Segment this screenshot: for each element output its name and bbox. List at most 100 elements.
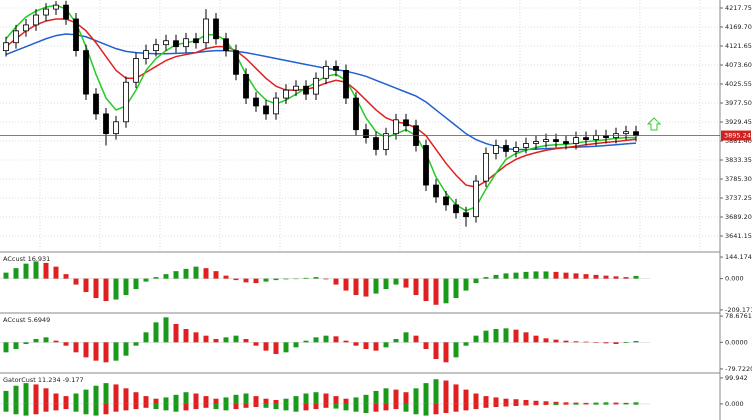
y-tick-label: 3977.50	[725, 99, 752, 107]
candle-body	[273, 97, 279, 115]
histogram-bar	[293, 396, 299, 404]
histogram-bar	[183, 392, 189, 404]
y-tick-label: 4025.55	[725, 80, 752, 88]
histogram-bar	[293, 403, 299, 412]
histogram-bar	[443, 380, 449, 404]
histogram-bar	[273, 400, 279, 404]
histogram-bar	[513, 272, 519, 279]
y-tick-label: 0.000	[725, 400, 744, 408]
histogram-bar	[393, 339, 399, 343]
candle-body	[213, 18, 219, 40]
histogram-bar	[203, 335, 209, 343]
histogram-bar	[93, 278, 99, 299]
histogram-bar	[423, 383, 429, 404]
histogram-bar	[623, 342, 629, 343]
histogram-bar	[603, 342, 609, 344]
histogram-bar	[333, 403, 339, 409]
candle-body	[593, 135, 599, 140]
histogram-bar	[233, 403, 239, 410]
candle-body	[83, 50, 89, 95]
candle-body	[473, 180, 479, 218]
histogram-bar	[523, 403, 529, 406]
histogram-bar	[23, 263, 29, 279]
y-tick-label: 3833.35	[725, 156, 752, 164]
histogram-bar	[43, 262, 49, 279]
histogram-bar	[633, 402, 639, 404]
histogram-bar	[193, 266, 199, 279]
histogram-bar	[343, 403, 349, 411]
y-tick-label: 3641.15	[725, 232, 752, 240]
histogram-bar	[563, 402, 569, 404]
histogram-bar	[303, 393, 309, 404]
y-tick-label: -79.7220	[725, 365, 752, 373]
histogram-bar	[523, 271, 529, 279]
candle-body	[363, 129, 369, 139]
histogram-bar	[333, 336, 339, 343]
histogram-bar	[353, 342, 359, 346]
histogram-bar	[443, 342, 449, 363]
histogram-bar	[193, 393, 199, 404]
histogram-bar	[143, 403, 149, 408]
candle-body	[293, 85, 299, 91]
candle-body	[503, 145, 509, 152]
y-tick-label: 3785.30	[725, 175, 752, 183]
histogram-bar	[253, 342, 259, 346]
candle-body	[123, 81, 129, 123]
histogram-bar	[223, 397, 229, 404]
histogram-bar	[573, 402, 579, 404]
candle-body	[3, 42, 9, 52]
candle-body	[313, 77, 319, 95]
histogram-bar	[603, 403, 609, 405]
histogram-bar	[213, 271, 219, 279]
histogram-bar	[303, 340, 309, 343]
candle-body	[623, 131, 629, 135]
histogram-bar	[113, 403, 119, 412]
moving-average	[5, 18, 637, 188]
histogram-bar	[403, 278, 409, 288]
histogram-bar	[543, 271, 549, 279]
y-tick-label: 99.942	[725, 374, 748, 382]
histogram-bar	[343, 398, 349, 404]
histogram-bar	[343, 278, 349, 291]
histogram-bar	[133, 278, 139, 290]
candle-body	[103, 113, 109, 135]
histogram-bar	[143, 278, 149, 282]
histogram-bar	[483, 277, 489, 279]
histogram-bar	[33, 261, 39, 279]
y-tick-label: 144.174	[725, 253, 752, 261]
candle-body	[263, 105, 269, 115]
histogram-bar	[183, 403, 189, 411]
histogram-bar	[393, 389, 399, 404]
histogram-bar	[333, 278, 339, 285]
histogram-bar	[293, 278, 299, 280]
y-tick-label: 4073.60	[725, 61, 752, 69]
histogram-bar	[533, 335, 539, 343]
histogram-bar	[243, 403, 249, 408]
histogram-bar	[113, 278, 119, 300]
candle-body	[563, 141, 569, 144]
histogram-bar	[613, 342, 619, 344]
histogram-bar	[103, 278, 109, 302]
histogram-bar	[173, 271, 179, 279]
histogram-bar	[103, 383, 109, 404]
candle-body	[63, 4, 69, 20]
histogram-bar	[363, 394, 369, 404]
y-tick-label: 4169.70	[725, 23, 752, 31]
histogram-bar	[213, 339, 219, 343]
histogram-bar	[273, 403, 279, 410]
candle-body	[33, 14, 39, 26]
histogram-bar	[213, 398, 219, 404]
histogram-bar	[163, 274, 169, 279]
histogram-bar	[323, 403, 329, 408]
histogram-bar	[503, 403, 509, 407]
histogram-bar	[233, 278, 239, 281]
candle-body	[73, 18, 79, 52]
histogram-bar	[83, 342, 89, 358]
histogram-bar	[133, 392, 139, 404]
histogram-bar	[23, 383, 29, 404]
histogram-bar	[13, 385, 19, 404]
candle-body	[463, 212, 469, 218]
signal-arrow	[646, 117, 662, 131]
histogram-bar	[313, 392, 319, 404]
histogram-bar	[503, 398, 509, 404]
